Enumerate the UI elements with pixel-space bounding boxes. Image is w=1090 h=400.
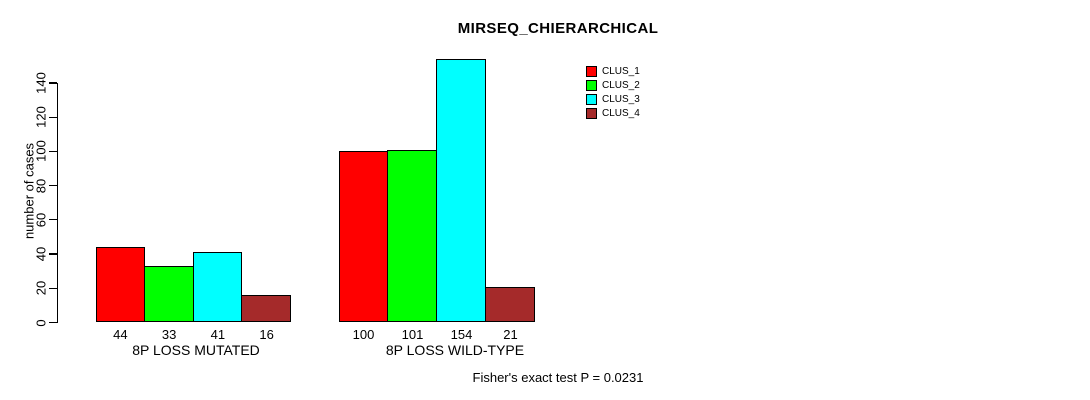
bar-value-label: 44 [113, 327, 128, 342]
bar [241, 295, 291, 323]
y-tick-label: 20 [33, 281, 49, 296]
y-tick-mark [49, 150, 57, 153]
chart-title: MIRSEQ_CHIERARCHICAL [457, 20, 659, 37]
annotation-text: Fisher's exact test P = 0.0231 [472, 370, 644, 385]
y-tick-mark [49, 116, 57, 118]
legend-label: CLUS_1 [602, 66, 640, 77]
legend-label: CLUS_2 [602, 80, 640, 91]
y-tick-label: 0 [33, 318, 49, 327]
y-tick-mark [49, 287, 57, 289]
bar-value-label: 154 [450, 327, 473, 342]
legend-swatch [586, 80, 597, 91]
legend-swatch [586, 66, 597, 77]
group-label-mutated: 8P LOSS MUTATED [132, 342, 260, 358]
y-tick-mark [49, 321, 57, 324]
y-tick-label: 120 [33, 106, 49, 129]
group-label-wild-type: 8P LOSS WILD-TYPE [385, 342, 525, 358]
legend-swatch [586, 94, 597, 105]
bar-value-label: 101 [401, 327, 424, 342]
legend: CLUS_1 CLUS_2 CLUS_3 CLUS_4 [586, 66, 640, 122]
legend-item: CLUS_2 [586, 80, 640, 91]
bar-value-label: 41 [210, 327, 226, 342]
bar [143, 266, 194, 323]
y-tick-mark [49, 219, 57, 221]
y-axis-line [57, 82, 59, 323]
legend-label: CLUS_4 [602, 108, 640, 119]
y-tick-mark [49, 82, 57, 84]
y-tick-mark [49, 253, 57, 255]
bar-value-label: 16 [259, 327, 274, 342]
y-tick-label: 140 [33, 72, 49, 94]
bar [96, 247, 145, 323]
y-tick-mark [49, 185, 57, 187]
bar [387, 149, 437, 323]
legend-swatch [586, 108, 597, 119]
bar [339, 151, 388, 323]
y-tick-label: 100 [33, 140, 49, 163]
bar-value-label: 100 [352, 327, 375, 342]
bar-value-label: 21 [503, 327, 518, 342]
y-tick-label: 60 [33, 212, 49, 228]
legend-item: CLUS_3 [586, 94, 640, 105]
y-tick-label: 40 [33, 246, 49, 262]
legend-item: CLUS_1 [586, 66, 640, 77]
bar-value-label: 33 [161, 327, 177, 342]
bar [436, 59, 486, 323]
bar [485, 286, 535, 323]
legend-item: CLUS_4 [586, 108, 640, 119]
bar [192, 252, 243, 323]
y-tick-label: 80 [33, 178, 49, 193]
legend-label: CLUS_3 [602, 94, 640, 105]
